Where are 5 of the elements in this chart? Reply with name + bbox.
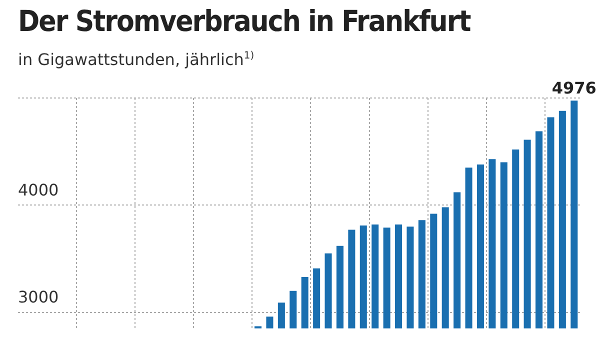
y-tick-label: 3000 xyxy=(18,287,59,306)
data-label: 4976 xyxy=(552,78,596,98)
chart-title: Der Stromverbrauch in Frankfurt xyxy=(18,4,470,38)
chart-subtitle: in Gigawattstunden, jährlich$^{1)}$ xyxy=(18,50,254,69)
y-tick-label: 4000 xyxy=(18,180,59,200)
